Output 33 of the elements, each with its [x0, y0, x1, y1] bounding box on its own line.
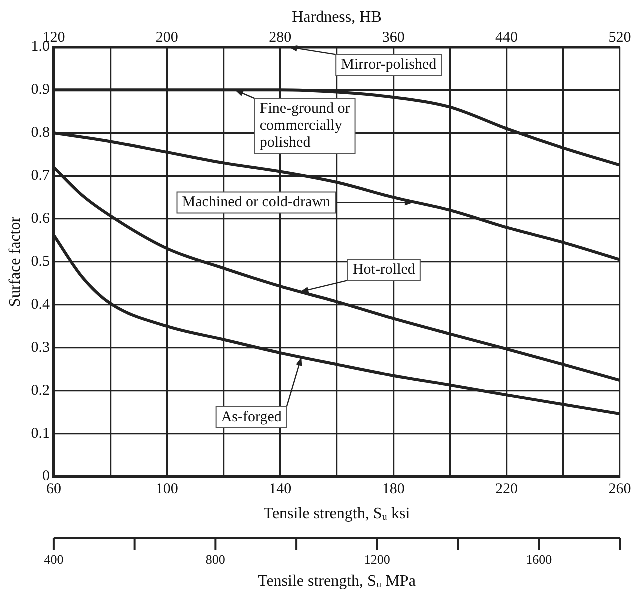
x2-tick-label: 280 — [269, 30, 292, 46]
y-tick-label: 0.1 — [31, 426, 50, 442]
x-tick-label: 180 — [382, 482, 405, 498]
annotation: Hot-rolled — [352, 262, 416, 278]
x-tick-label: 220 — [496, 482, 518, 498]
x-tick-label: 260 — [608, 482, 632, 498]
annotation: Fine-ground or commercially polished — [260, 101, 350, 152]
x2-tick-label: 440 — [496, 30, 518, 46]
text: 1200 — [364, 552, 390, 567]
x-axis-title: Tensile strength, Sᵤ ksi — [264, 506, 411, 523]
x2-tick-label: 200 — [156, 30, 178, 46]
annotation: As-forged — [221, 409, 282, 426]
y-tick-label: 0.2 — [31, 382, 50, 399]
text: Tensile strength, Sᵤ MPa — [258, 573, 416, 590]
y-tick-label: 0.3 — [31, 340, 50, 356]
y-tick-label: 0.9 — [31, 82, 50, 98]
x2-axis-title: Hardness, HB — [292, 8, 382, 26]
text: 800 — [206, 552, 226, 567]
x2-tick-label: 520 — [608, 30, 632, 46]
y-tick-label: 0.7 — [31, 168, 50, 184]
text: 400 — [44, 552, 64, 567]
y-tick-label: 1.0 — [31, 39, 50, 56]
x-tick-label: 140 — [269, 482, 292, 498]
y-tick-label: 0.5 — [31, 254, 50, 270]
x2-tick-label: 360 — [382, 30, 405, 46]
x-tick-label: 100 — [156, 482, 178, 498]
y-axis-title: Surface factor — [6, 216, 24, 308]
annotation: Machined or cold-drawn — [182, 194, 332, 211]
y-tick-label: 0.4 — [31, 296, 50, 313]
text: 1600 — [526, 552, 552, 567]
y-tick-label: 0.8 — [31, 125, 50, 142]
annotation: Mirror-polished — [341, 57, 438, 74]
y-tick-label: 0.6 — [31, 210, 50, 227]
